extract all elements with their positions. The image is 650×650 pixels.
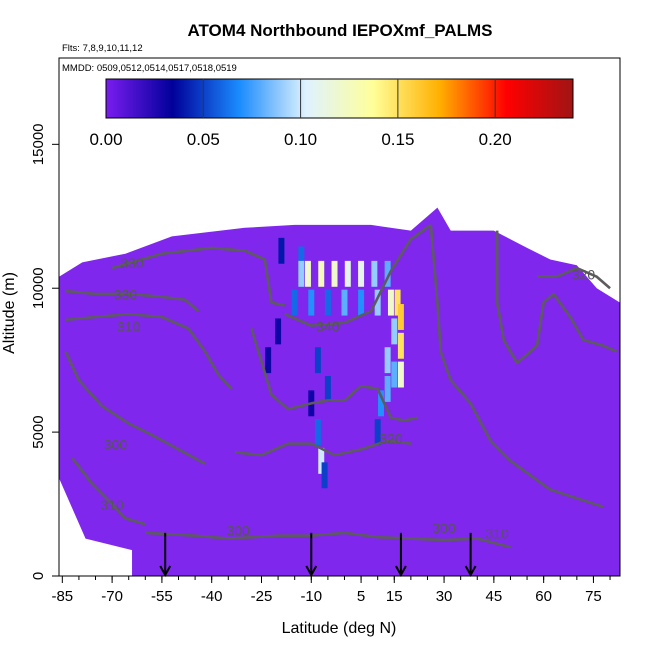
heatmap-cell [344, 260, 351, 287]
contour-label: 300 [104, 436, 128, 452]
theta-contour [284, 223, 432, 327]
theta-contour [429, 224, 604, 509]
heatmap-cell [324, 289, 331, 316]
heatmap-cell [314, 347, 321, 374]
theta-contour [71, 457, 146, 526]
y-axis-label: Altitude (m) [1, 272, 18, 354]
x-tick-label: -55 [151, 588, 173, 605]
heatmap-cell [298, 246, 305, 273]
heatmap-cell [387, 289, 394, 316]
theta-contour [495, 230, 618, 365]
x-tick-label: 5 [357, 588, 365, 605]
heatmap-cell [304, 260, 311, 287]
heatmap-cell [321, 462, 328, 489]
heatmap-cell [374, 419, 381, 446]
contour-label: 310 [100, 497, 124, 513]
contour-label: 300 [432, 520, 456, 536]
colorbar-tick-label: 0.05 [187, 130, 220, 149]
x-tick-label: -25 [251, 588, 273, 605]
heatmap-cell [308, 289, 315, 316]
heatmap-cell [278, 237, 285, 264]
x-tick-label: 30 [436, 588, 453, 605]
heatmap-cell [291, 289, 298, 316]
heatmap-cell [397, 332, 404, 359]
x-axis-label: Latitude (deg N) [282, 620, 397, 637]
heatmap-cell [391, 361, 398, 388]
theta-contour [250, 328, 418, 422]
x-tick-label: -70 [101, 588, 123, 605]
theta-contour [65, 289, 200, 313]
arrow-head [395, 565, 407, 578]
x-tick-label: -85 [51, 588, 73, 605]
y-tick-label: 5000 [30, 415, 47, 448]
contour-label: 310 [485, 526, 509, 542]
heatmap-cell [265, 347, 272, 374]
x-tick-label: 15 [386, 588, 403, 605]
heatmap-cell [384, 375, 391, 402]
heatmap-cell [397, 361, 404, 388]
heatmap-cell [397, 304, 404, 330]
contour-label: 340 [316, 318, 340, 334]
flights-subtitle: Flts: 7,8,9,10,11,12 [62, 43, 143, 54]
theta-contour [64, 350, 206, 465]
contour-label: 330 [114, 287, 138, 303]
colorbar-tick-label: 0.10 [284, 130, 317, 149]
arrow-head [159, 565, 172, 578]
theta-contour [537, 266, 611, 290]
heatmap-cell [374, 289, 381, 316]
axes: -85 -70 -55 -40 -25 -10 5 15 30 45 60 75 0 5000 10000 1… [30, 57, 621, 605]
heatmap-cell [331, 260, 338, 287]
theta-contour [111, 246, 286, 307]
contour-label: 310 [117, 318, 141, 334]
heatmap-cell [275, 318, 282, 345]
x-tick-label: 75 [585, 588, 602, 605]
theta-contour [234, 439, 412, 457]
y-tick-label: 0 [30, 572, 47, 580]
heatmap-cell [384, 347, 391, 374]
heatmap-cell [298, 260, 305, 287]
colorbar-tick-label: 0.00 [89, 130, 122, 149]
y-tick-label: 15000 [30, 123, 47, 165]
heatmap-cell [358, 260, 365, 287]
theta-contour [65, 312, 233, 390]
contour-label: 330 [120, 255, 144, 271]
heatmap-cell [391, 318, 398, 345]
heatmap-cell [358, 289, 365, 316]
x-tick-label: 60 [535, 588, 552, 605]
dates-subtitle: MMDD: 0509,0512,0514,0517,0518,0519 [62, 63, 237, 74]
contour-label: 320 [572, 267, 596, 283]
chart-title: ATOM4 Northbound IEPOXmf_PALMS [187, 21, 492, 40]
contour-label: 320 [379, 431, 403, 447]
heatmap-cell [318, 447, 325, 474]
heatmap-cell [324, 375, 331, 402]
plot-area: 330 330 310 340 300 310 320 300 300 310 320 [59, 207, 620, 578]
sampled-region [59, 207, 620, 576]
x-tick-label: -10 [300, 588, 322, 605]
plot-frame [58, 57, 621, 577]
heatmap-cell [394, 289, 401, 316]
contour-label: 300 [227, 523, 251, 539]
heatmap-cell [378, 390, 384, 417]
colorbar-tick-label: 0.20 [479, 130, 512, 149]
heatmap-cell [371, 260, 378, 287]
theta-contour [145, 531, 511, 549]
heatmap-cell [341, 289, 348, 316]
heatmap-cell [318, 260, 325, 287]
arrow-head [464, 565, 477, 578]
x-tick-label: 45 [486, 588, 503, 605]
y-tick-label: 10000 [30, 267, 47, 309]
arrow-head [305, 565, 318, 578]
x-tick-label: -40 [201, 588, 223, 605]
colorbar-gradient [105, 78, 574, 119]
colorbar-tick-label: 0.15 [381, 130, 414, 149]
colorbar: 0.00 0.05 0.10 0.15 0.20 [89, 78, 574, 149]
heatmap-cell [384, 260, 391, 287]
heatmap-cell [314, 419, 321, 446]
